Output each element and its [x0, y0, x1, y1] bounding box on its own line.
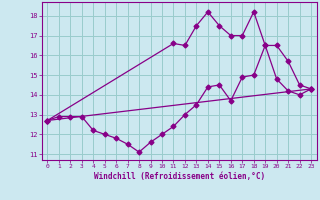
X-axis label: Windchill (Refroidissement éolien,°C): Windchill (Refroidissement éolien,°C)	[94, 172, 265, 181]
